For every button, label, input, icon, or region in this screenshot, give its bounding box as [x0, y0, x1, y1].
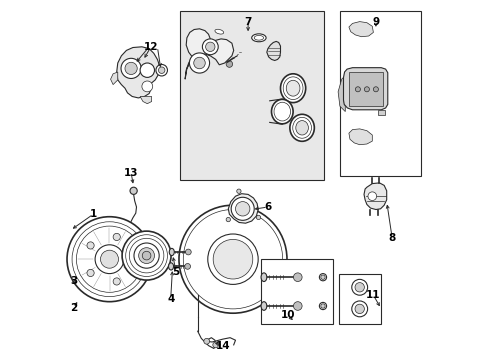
Ellipse shape	[261, 273, 266, 282]
Polygon shape	[348, 129, 371, 145]
Ellipse shape	[273, 102, 290, 121]
Polygon shape	[337, 77, 345, 112]
Circle shape	[158, 67, 164, 73]
Polygon shape	[363, 183, 386, 210]
Text: 10: 10	[280, 310, 294, 320]
Circle shape	[203, 338, 209, 344]
Circle shape	[351, 279, 367, 295]
Circle shape	[225, 217, 230, 222]
Polygon shape	[377, 110, 384, 115]
Bar	[260, 259, 332, 324]
Circle shape	[319, 274, 326, 281]
Ellipse shape	[285, 80, 299, 96]
Polygon shape	[266, 41, 280, 60]
Circle shape	[87, 242, 94, 249]
Text: 12: 12	[143, 42, 158, 52]
Circle shape	[351, 301, 367, 317]
Ellipse shape	[280, 74, 305, 103]
Ellipse shape	[254, 36, 263, 40]
Text: 3: 3	[70, 276, 77, 286]
Ellipse shape	[261, 302, 266, 310]
Text: 7: 7	[244, 17, 251, 27]
Circle shape	[364, 87, 368, 92]
Text: 4: 4	[167, 294, 174, 304]
Circle shape	[355, 87, 360, 92]
Circle shape	[231, 197, 254, 220]
Bar	[339, 11, 420, 176]
Bar	[338, 274, 381, 324]
Ellipse shape	[283, 77, 303, 100]
Text: 8: 8	[387, 233, 395, 243]
Circle shape	[207, 234, 258, 284]
Circle shape	[185, 249, 191, 255]
Circle shape	[205, 42, 215, 51]
Polygon shape	[117, 47, 160, 98]
Text: 2: 2	[70, 303, 77, 313]
Polygon shape	[110, 72, 118, 85]
Bar	[348, 72, 382, 106]
Ellipse shape	[215, 29, 223, 34]
Circle shape	[236, 189, 241, 193]
Bar	[179, 11, 323, 180]
Circle shape	[184, 264, 190, 269]
Ellipse shape	[251, 34, 265, 42]
Circle shape	[101, 250, 118, 268]
Circle shape	[121, 58, 141, 78]
Circle shape	[113, 233, 120, 240]
Circle shape	[320, 275, 325, 279]
Ellipse shape	[169, 248, 174, 256]
Text: 1: 1	[89, 209, 97, 219]
Circle shape	[213, 239, 252, 279]
Circle shape	[139, 248, 154, 264]
Polygon shape	[348, 22, 373, 37]
Circle shape	[319, 302, 326, 310]
Circle shape	[225, 61, 232, 67]
Circle shape	[256, 215, 260, 220]
Circle shape	[373, 87, 378, 92]
Circle shape	[113, 278, 120, 285]
Polygon shape	[140, 96, 151, 104]
Polygon shape	[343, 68, 387, 110]
Text: 11: 11	[366, 290, 380, 300]
Circle shape	[320, 304, 325, 308]
Circle shape	[156, 64, 167, 76]
Circle shape	[142, 251, 151, 260]
Circle shape	[130, 187, 137, 194]
Circle shape	[129, 256, 136, 263]
Circle shape	[293, 302, 302, 310]
Circle shape	[87, 269, 94, 276]
Polygon shape	[185, 29, 233, 79]
Ellipse shape	[292, 117, 311, 138]
Circle shape	[367, 192, 376, 201]
Text: 9: 9	[371, 17, 379, 27]
Circle shape	[189, 53, 209, 73]
Circle shape	[95, 245, 123, 274]
Text: 6: 6	[264, 202, 271, 212]
Circle shape	[67, 217, 152, 302]
Ellipse shape	[168, 263, 173, 270]
Circle shape	[142, 81, 152, 92]
Circle shape	[193, 57, 205, 69]
Ellipse shape	[289, 114, 314, 141]
Circle shape	[212, 342, 218, 348]
Circle shape	[179, 205, 286, 313]
Circle shape	[354, 283, 364, 292]
Circle shape	[134, 243, 159, 268]
Ellipse shape	[295, 121, 308, 135]
Circle shape	[293, 273, 302, 282]
Circle shape	[354, 304, 364, 314]
Circle shape	[235, 202, 249, 216]
Text: 13: 13	[123, 168, 138, 178]
Polygon shape	[228, 194, 258, 223]
Text: 5: 5	[172, 267, 180, 277]
Circle shape	[125, 62, 137, 75]
Circle shape	[140, 63, 154, 77]
Text: 14: 14	[215, 341, 230, 351]
Circle shape	[202, 39, 218, 55]
Ellipse shape	[271, 99, 292, 124]
Circle shape	[122, 231, 171, 280]
